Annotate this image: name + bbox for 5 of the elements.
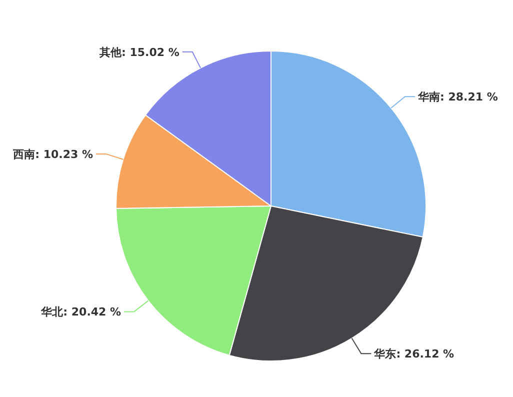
slice-label: 西南: 10.23 % bbox=[12, 148, 94, 161]
slice-label: 其他: 15.02 % bbox=[98, 46, 180, 59]
slice-label: 华北: 20.42 % bbox=[40, 306, 122, 319]
slice-label: 华南: 28.21 % bbox=[417, 90, 498, 104]
slice-label: 华东: 26.12 % bbox=[373, 348, 454, 361]
